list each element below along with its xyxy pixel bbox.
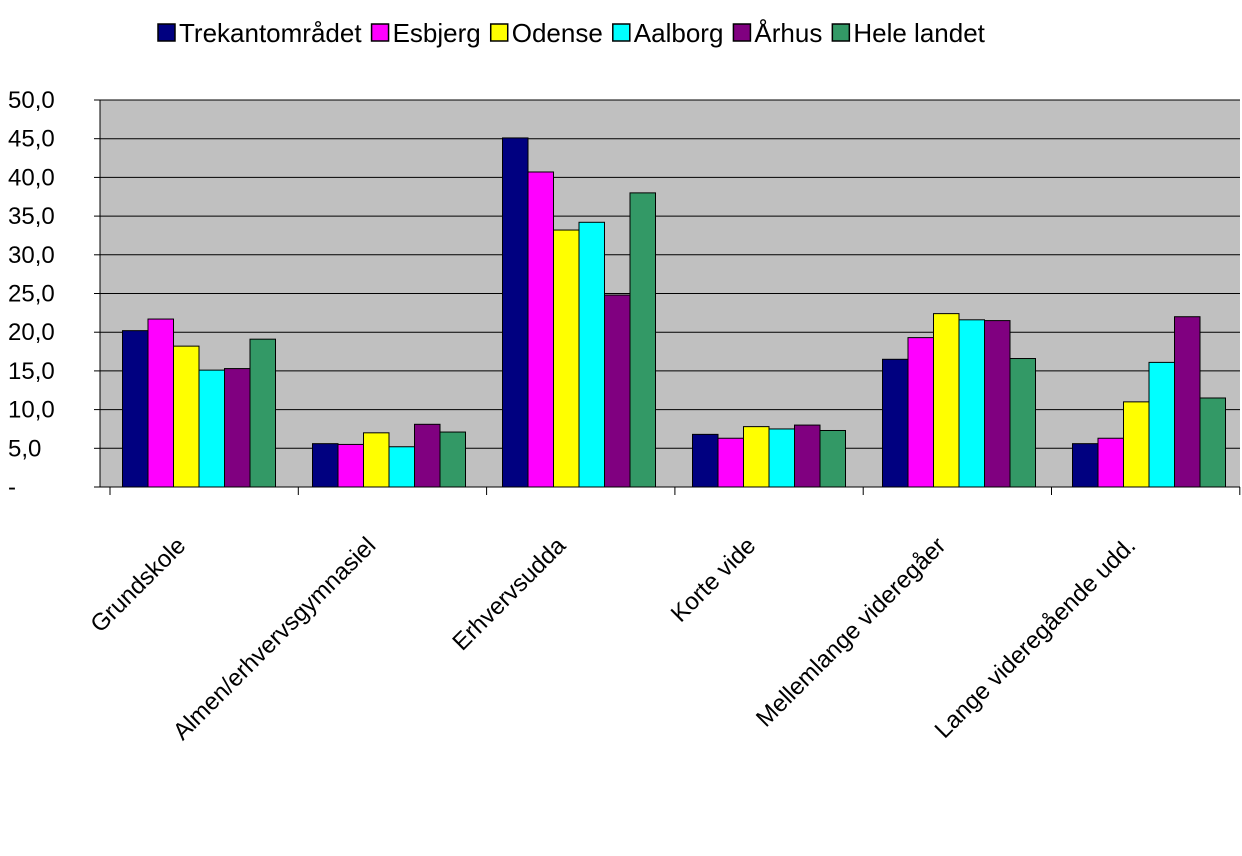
bar (414, 423, 441, 488)
bar (122, 330, 149, 488)
y-tick-label: 30,0 (8, 242, 55, 269)
bar (692, 433, 719, 488)
bar (794, 424, 821, 488)
bar (1148, 361, 1175, 488)
y-tick-label: 5,0 (8, 435, 41, 462)
bar (1097, 437, 1124, 488)
bar (717, 437, 744, 488)
bar (743, 426, 770, 488)
bar (984, 320, 1011, 488)
bar (553, 229, 580, 488)
bar (388, 446, 415, 488)
bar (907, 337, 934, 488)
bar (958, 319, 985, 488)
y-tick-label: 40,0 (8, 164, 55, 191)
y-tick-label: 45,0 (8, 126, 55, 153)
x-tick-label: Grundskole (85, 532, 191, 638)
bar (249, 338, 276, 488)
bar (882, 358, 909, 488)
bar (1009, 358, 1036, 488)
legend-label: Århus (754, 18, 822, 48)
legend-swatch (489, 23, 509, 42)
y-tick-label: 50,0 (8, 87, 55, 114)
y-tick-label: 20,0 (8, 319, 55, 346)
bar (527, 171, 554, 488)
bar (198, 369, 225, 488)
bar (578, 221, 605, 488)
bar (604, 294, 631, 488)
y-tick-label: 35,0 (8, 203, 55, 230)
legend-label: Aalborg (634, 18, 724, 48)
bar (337, 443, 364, 488)
bar (933, 313, 960, 488)
x-tick-label: Lange videregående udd. (930, 532, 1142, 744)
x-tick-label: Mellemlange videregåer (751, 532, 951, 732)
bar (1123, 401, 1150, 488)
legend-swatch (370, 23, 390, 42)
bar (173, 345, 200, 488)
x-tick-label: Korte vide (666, 532, 762, 628)
y-tick-label: 15,0 (8, 358, 55, 385)
legend-label: Esbjerg (393, 18, 481, 48)
bar (502, 137, 529, 488)
legend-label: Trekantområdet (179, 18, 362, 48)
y-tick-label: 25,0 (8, 281, 55, 308)
bar (819, 429, 846, 488)
bar (1199, 397, 1226, 488)
legend-swatch (732, 23, 752, 42)
bar (439, 431, 466, 488)
bar (1174, 316, 1201, 488)
legend-label: Hele landet (853, 18, 985, 48)
x-tick-label: Almen/erhvervsgymnasiel (168, 532, 381, 745)
bar (147, 318, 174, 488)
bar (312, 443, 339, 488)
legend-swatch (831, 23, 851, 42)
bar (1072, 443, 1099, 488)
y-tick-label: - (8, 474, 16, 501)
bar (768, 428, 795, 488)
bar (363, 432, 390, 488)
legend-swatch (612, 23, 631, 42)
bar (629, 192, 656, 488)
x-tick-label: Erhvervsudda (447, 532, 571, 656)
legend-swatch (157, 23, 176, 42)
bar (224, 368, 251, 488)
legend-label: Odense (512, 18, 603, 48)
y-tick-label: 10,0 (8, 397, 55, 424)
